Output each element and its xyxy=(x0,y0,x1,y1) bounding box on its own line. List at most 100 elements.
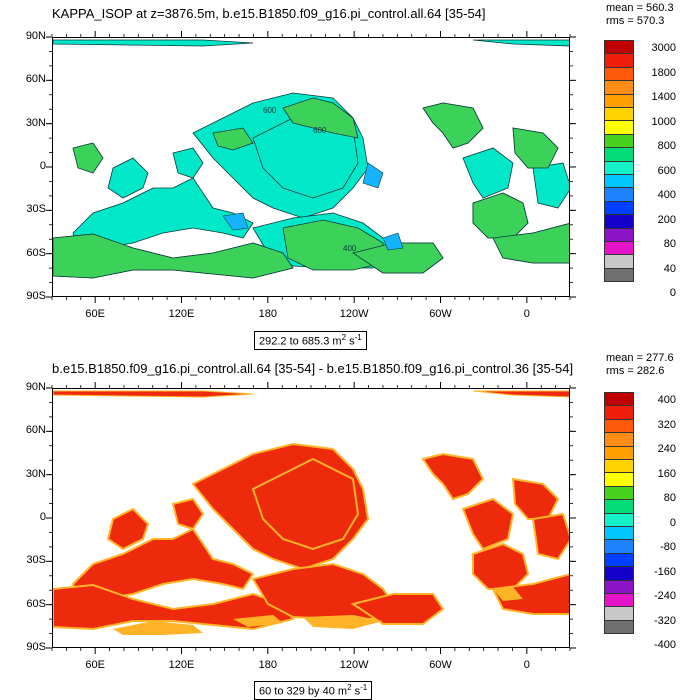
colorbar-swatch xyxy=(604,133,634,149)
colorbar-swatch xyxy=(604,80,634,95)
colorbar-swatch xyxy=(604,526,634,541)
colorbar-label: 1800 xyxy=(651,66,676,79)
y-tick-label: 90S xyxy=(26,290,46,302)
ocean-region xyxy=(462,147,514,199)
colorbar-swatch xyxy=(604,160,634,175)
contour-label: 600 xyxy=(263,106,277,115)
colorbar-swatch xyxy=(604,432,634,447)
ocean-region-high xyxy=(422,102,484,149)
ocean-region-low xyxy=(222,212,249,231)
x-tick-label: 120E xyxy=(168,308,195,320)
panel1-colorbar: 3000 1800 1400 1000 800 600 400 200 80 40 0 xyxy=(604,40,684,300)
colorbar-swatch xyxy=(604,147,634,162)
colorbar-swatch xyxy=(604,472,634,487)
ocean-region-diff xyxy=(531,512,569,561)
panel2-range-tail-exp: -1 xyxy=(360,683,368,692)
ocean-region-diff-edge xyxy=(233,615,283,627)
colorbar-swatch xyxy=(604,187,634,202)
colorbar-label: 400 xyxy=(657,394,676,406)
ocean-region-diff xyxy=(421,452,485,501)
panel1-rms: rms = 570.3 xyxy=(606,15,665,27)
panel1-stats: mean = 560.3 rms = 570.3 xyxy=(606,2,674,28)
colorbar-swatch xyxy=(604,392,634,407)
y-tick-label: 0 xyxy=(39,160,46,172)
ocean-region-high xyxy=(282,97,359,139)
colorbar-swatch xyxy=(604,499,634,514)
panel1-range-box: 292.2 to 685.3 m2 s-1 xyxy=(254,331,367,350)
ocean-region-diff xyxy=(71,527,255,606)
colorbar-label: 800 xyxy=(657,140,676,152)
panel2-colorbar: 400 320 240 160 80 0 -80 -160 -240 -320 -400 xyxy=(604,392,684,652)
colorbar-swatch xyxy=(604,418,634,434)
y-tick-label: 30S xyxy=(26,554,46,567)
colorbar-label: 80 xyxy=(663,492,676,504)
y-tick-label: 0 xyxy=(39,511,46,523)
panel2-mean: mean = 277.6 xyxy=(606,352,674,364)
arctic-strip-diff xyxy=(472,390,569,398)
ocean-region-diff xyxy=(171,497,205,531)
y-tick-label: 90N xyxy=(25,381,46,393)
ocean-region xyxy=(107,157,149,199)
ocean-region-diff xyxy=(472,542,530,590)
arctic-strip xyxy=(472,39,569,47)
colorbar-label: -160 xyxy=(653,565,676,578)
colorbar-label: 160 xyxy=(657,467,676,480)
x-tick-label: 180 xyxy=(258,659,277,671)
panel2-range-tail: s xyxy=(351,685,361,698)
colorbar-swatch xyxy=(604,254,634,269)
panel1-ticks xyxy=(46,31,576,303)
x-tick-label: 60W xyxy=(429,308,452,320)
y-tick-label: 30N xyxy=(25,467,46,480)
colorbar-swatch xyxy=(604,107,634,122)
panel1-range-tail: s xyxy=(346,335,355,348)
colorbar-swatch xyxy=(604,214,634,229)
ocean-region-diff xyxy=(251,457,360,551)
panel1-range-tail-exp: -1 xyxy=(354,333,362,342)
ocean-region-diff xyxy=(106,507,150,551)
ocean-region-diff-edge xyxy=(493,587,523,601)
panel1-mean: mean = 560.3 xyxy=(606,2,674,14)
colorbar-swatch xyxy=(604,485,634,501)
colorbar-swatch xyxy=(604,53,634,68)
ocean-region xyxy=(532,162,569,209)
panel1-map-svg: 600 600 400 xyxy=(53,39,569,279)
colorbar-swatch xyxy=(604,512,634,527)
colorbar-label: 0 xyxy=(669,516,676,529)
colorbar-label: 1400 xyxy=(651,91,676,103)
colorbar-swatch xyxy=(604,606,634,621)
ocean-region-low xyxy=(382,232,404,251)
y-tick-label: 60N xyxy=(25,424,46,437)
ocean-region-high xyxy=(512,127,559,169)
ocean-region-diff-edge xyxy=(303,615,383,629)
colorbar-swatch xyxy=(604,579,634,594)
colorbar-swatch xyxy=(604,227,634,242)
y-tick-label: 90N xyxy=(25,30,46,42)
ocean-region-diff xyxy=(350,593,445,625)
colorbar-swatch xyxy=(604,66,634,82)
y-tick-label: 60S xyxy=(26,597,46,610)
colorbar-swatch xyxy=(604,459,634,474)
x-tick-label: 0 xyxy=(523,659,530,671)
panel2-ticks xyxy=(46,382,576,654)
ocean-region-diff-edge xyxy=(113,621,203,635)
x-tick-label: 120W xyxy=(339,308,369,320)
y-tick-label: 60N xyxy=(25,73,46,86)
colorbar-label: -240 xyxy=(653,590,676,602)
colorbar-swatch xyxy=(604,552,634,568)
colorbar-label: 3000 xyxy=(651,42,676,54)
y-tick-label: 60S xyxy=(26,246,46,259)
x-tick-label: 180 xyxy=(258,308,277,320)
colorbar-label: -80 xyxy=(660,541,676,553)
y-tick-label: 30S xyxy=(26,203,46,216)
colorbar-swatch xyxy=(604,200,634,216)
colorbar-swatch xyxy=(604,267,634,283)
ocean-region-diff xyxy=(491,573,569,615)
ocean-region-low xyxy=(362,162,384,189)
x-tick-label: 120E xyxy=(168,659,195,671)
panel2-title: b.e15.B1850.f09_g16.pi_control.all.64 [3… xyxy=(52,361,574,376)
contour-label: 600 xyxy=(313,126,327,135)
colorbar-swatch xyxy=(604,619,634,635)
arctic-strip-diff xyxy=(53,390,254,398)
colorbar-swatch xyxy=(604,593,634,608)
ocean-region xyxy=(172,147,204,179)
